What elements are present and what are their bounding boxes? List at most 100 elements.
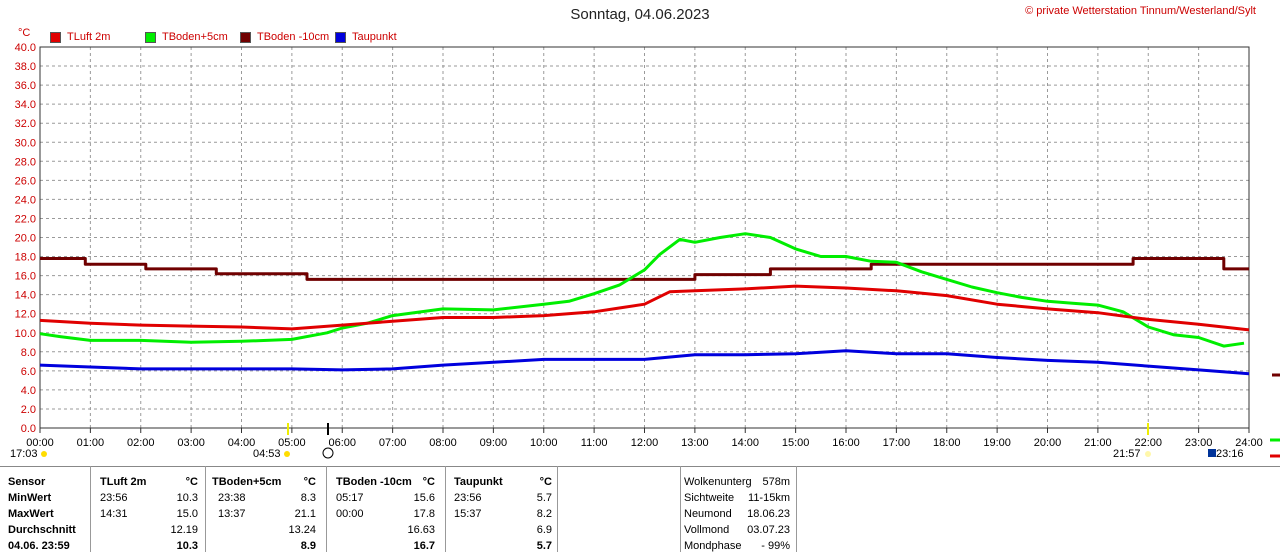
x-tick-label: 18:00 [933, 437, 961, 449]
x-tick-label: 04:00 [228, 437, 256, 449]
y-tick-label: 14.0 [15, 290, 36, 302]
x-tick-label: 21:00 [1084, 437, 1112, 449]
legend-label-tboden10: TBoden -10cm [257, 31, 330, 43]
x-tick-label: 15:00 [782, 437, 810, 449]
info-value: 03.07.23 [747, 524, 790, 536]
col-divider [557, 466, 558, 552]
info-value: - 99% [761, 540, 790, 552]
legend-label-taupunkt: Taupunkt [352, 31, 397, 43]
stats-header: °C [539, 476, 552, 488]
stats-cell: 14:31 [100, 508, 128, 520]
y-tick-label: 40.0 [15, 42, 36, 54]
x-tick-label: 22:00 [1134, 437, 1162, 449]
sunset-time: 21:57 [1113, 448, 1141, 460]
stats-cell: 8.9 [300, 540, 316, 552]
table-separator [0, 466, 1280, 467]
unit-label: °C [18, 27, 31, 39]
legend-taupunkt: Taupunkt [335, 31, 397, 43]
x-tick-label: 12:00 [631, 437, 659, 449]
y-tick-label: 32.0 [15, 118, 36, 130]
x-axis-ticks: 00:00 01:00 02:00 03:00 04:00 05:00 06:00 07:00… [26, 428, 1263, 449]
y-tick-label: 20.0 [15, 233, 36, 245]
x-tick-label: 23:00 [1185, 437, 1213, 449]
y-tick-label: 4.0 [21, 385, 36, 397]
chart-grid [40, 47, 1249, 428]
stats-cell: 10.3 [176, 540, 198, 552]
x-tick-label: 16:00 [832, 437, 860, 449]
chart-title: Sonntag, 04.06.2023 [570, 6, 710, 23]
x-tick-label: 14:00 [731, 437, 759, 449]
stats-cell: 13.24 [288, 524, 316, 536]
moon-phase-icon [1208, 449, 1216, 457]
stats-cell: 10.3 [176, 492, 198, 504]
stats-cell: 21.1 [294, 508, 316, 520]
legend-swatch-tboden5 [145, 31, 156, 43]
y-tick-label: 0.0 [21, 423, 36, 435]
copyright-text: © private Wetterstation Tinnum/Westerlan… [1025, 5, 1256, 17]
info-label: Mondphase [684, 540, 742, 552]
stats-cell: 05:17 [336, 492, 364, 504]
y-tick-label: 34.0 [15, 99, 36, 111]
x-tick-label: 19:00 [983, 437, 1011, 449]
stats-cell: 23:38 [218, 492, 246, 504]
legend-label-tboden5: TBoden+5cm [162, 31, 228, 43]
y-tick-label: 30.0 [15, 137, 36, 149]
stats-header: °C [422, 476, 435, 488]
legend-swatch-tluft [50, 31, 61, 43]
info-label: Neumond [684, 508, 732, 520]
legend-label-tluft: TLuft 2m [67, 31, 111, 43]
moonset-time: 23:16 [1216, 448, 1244, 460]
stats-cell: 5.7 [536, 492, 552, 504]
sun-icon-set [1145, 451, 1151, 457]
plot-frame [39, 46, 1250, 429]
stats-cell: 17.8 [413, 508, 435, 520]
stats-header: °C [185, 476, 198, 488]
sunrise-time: 04:53 [253, 448, 281, 460]
info-label: Wolkenunterg [684, 476, 752, 488]
stats-cell: 13:37 [218, 508, 246, 520]
x-tick-label: 17:00 [883, 437, 911, 449]
series-line-tboden-5cm [39, 232, 1245, 348]
moon-icon [322, 447, 334, 459]
x-tick-label: 24:00 [1235, 437, 1263, 449]
col-divider [326, 466, 327, 552]
series-lines [39, 232, 1250, 376]
x-tick-label: 09:00 [480, 437, 508, 449]
stats-header: Sensor [8, 476, 46, 488]
x-tick-label: 07:00 [379, 437, 407, 449]
sun-markers: 17:03 04:53 21:57 23:16 [10, 423, 1244, 460]
info-value: 18.06.23 [747, 508, 790, 520]
stats-header: °C [303, 476, 316, 488]
y-axis-ticks: 0.0 2.0 4.0 6.0 8.0 10.0 12.0 14.0 16.0 18.0 20.0 2… [15, 42, 36, 435]
x-tick-label: 00:00 [26, 437, 54, 449]
x-tick-label: 03:00 [177, 437, 205, 449]
series-line-tboden-10cm [40, 257, 1249, 281]
x-tick-label: 11:00 [581, 437, 608, 449]
stats-row-label: Durchschnitt [8, 524, 76, 536]
sun-left-time: 17:03 [10, 448, 38, 460]
stats-cell: 8.3 [300, 492, 316, 504]
y-tick-label: 8.0 [21, 347, 36, 359]
stats-row-label: 04.06. 23:59 [8, 540, 70, 552]
temperature-chart: 0.0 2.0 4.0 6.0 8.0 10.0 12.0 14.0 16.0 18.0 20.0 2… [10, 42, 1280, 460]
legend-tboden5: TBoden+5cm [145, 31, 228, 43]
col-divider [796, 466, 797, 552]
legend-swatch-tboden10 [240, 31, 251, 43]
x-tick-label: 05:00 [278, 437, 306, 449]
y-tick-label: 22.0 [15, 213, 36, 225]
stats-cell: 23:56 [454, 492, 482, 504]
series-line-taupunkt [39, 349, 1250, 376]
stats-cell: 16.63 [407, 524, 435, 536]
y-tick-label: 12.0 [15, 309, 36, 321]
stats-row-label: MaxWert [8, 508, 54, 520]
legend-tluft: TLuft 2m [50, 31, 110, 43]
info-value: 11-15km [748, 492, 790, 504]
stats-cell: 12.19 [170, 524, 198, 536]
legend-tboden10: TBoden -10cm [240, 31, 329, 43]
stats-header: TLuft 2m [100, 476, 147, 488]
stats-cell: 23:56 [100, 492, 128, 504]
x-tick-label: 10:00 [530, 437, 558, 449]
stats-cell: 6.9 [536, 524, 552, 536]
series-line-tluft-2m [39, 284, 1250, 332]
info-value: 578m [762, 476, 790, 488]
